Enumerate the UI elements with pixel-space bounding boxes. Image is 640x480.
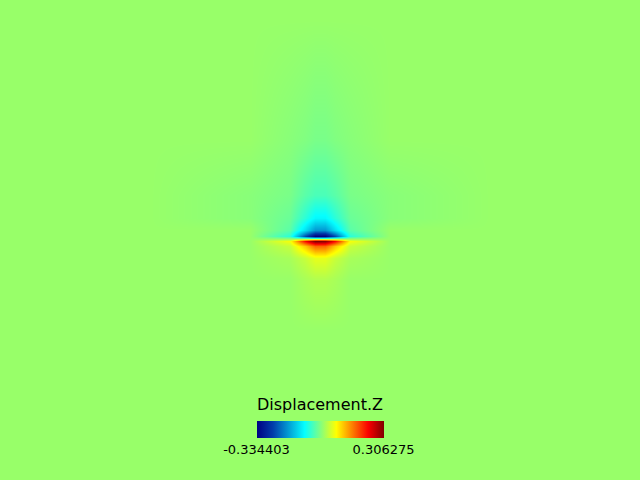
svg-text:Displacement.Z: Displacement.Z (257, 395, 383, 414)
svg-text:0.306275: 0.306275 (352, 442, 414, 457)
svg-text:-0.334403: -0.334403 (223, 442, 290, 457)
